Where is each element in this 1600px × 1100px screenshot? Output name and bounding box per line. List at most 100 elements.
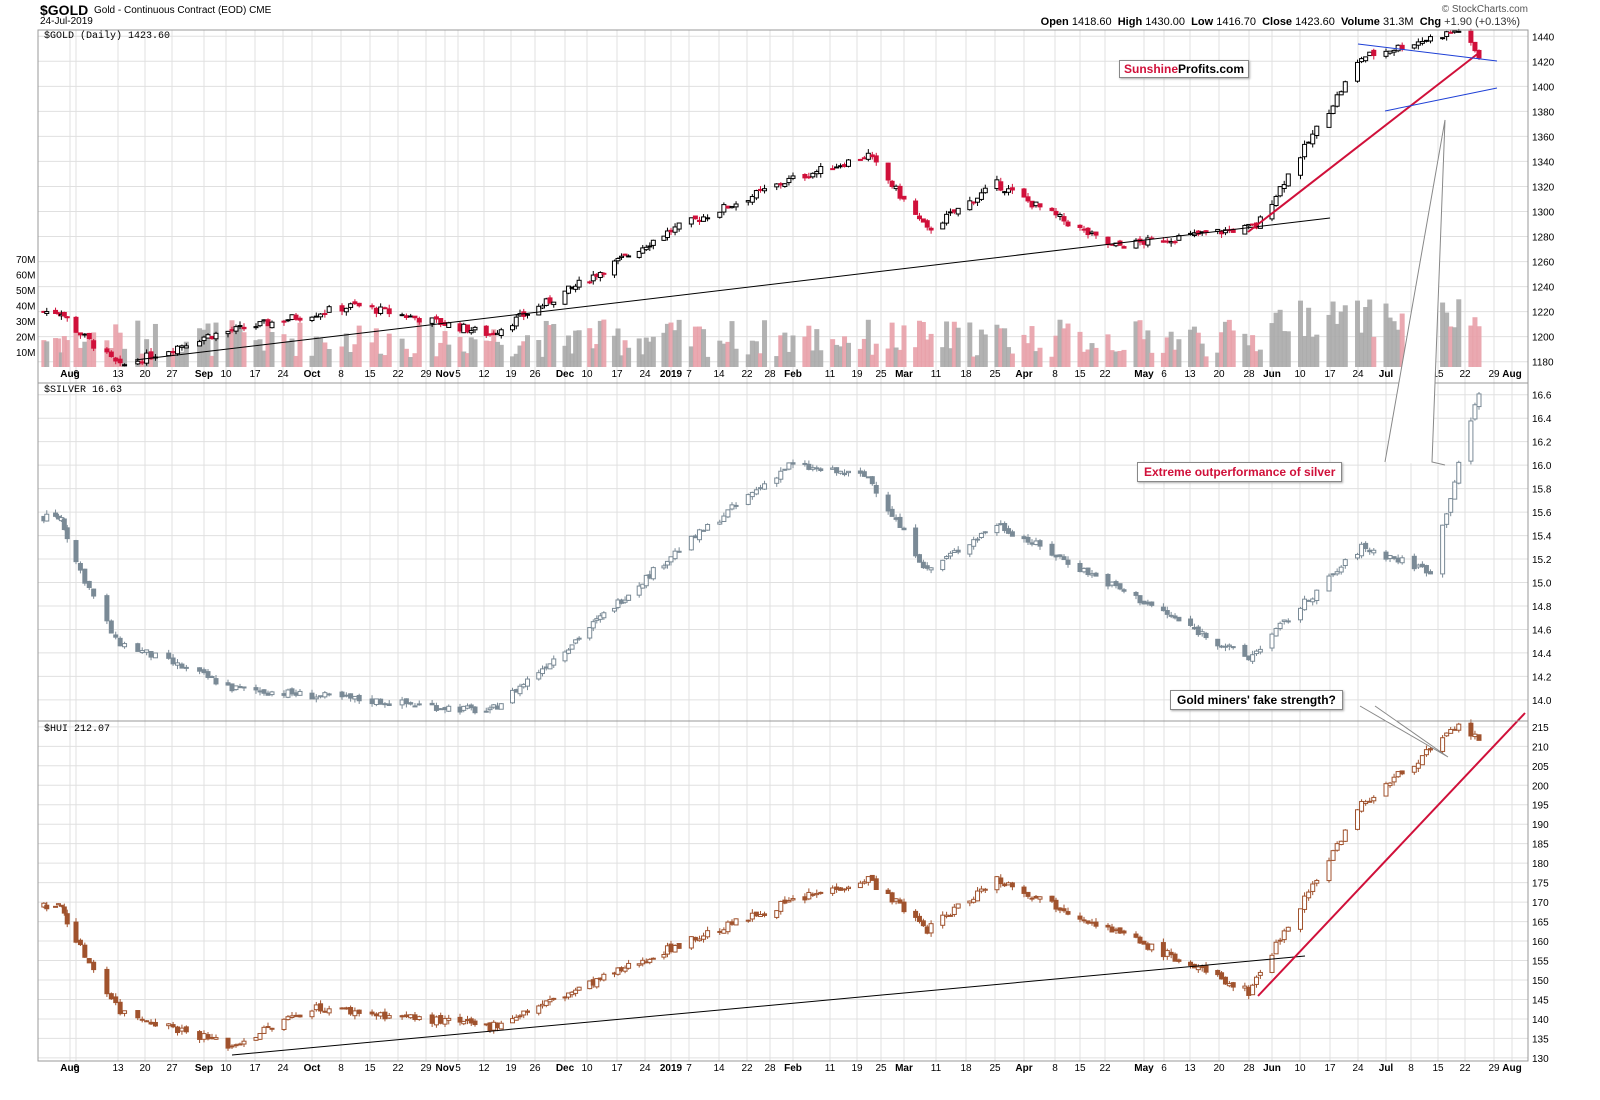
silver-candle: [438, 708, 444, 711]
gold-candle: [1444, 30, 1450, 41]
silver-candle: [601, 611, 607, 620]
hui-candle: [1391, 773, 1397, 786]
hui-candle: [1061, 904, 1067, 913]
gold-candle: [1077, 224, 1083, 231]
hui-candle: [1330, 849, 1336, 862]
chg-value: +1.90 (+0.13%): [1444, 16, 1520, 28]
silver-candle: [1057, 554, 1063, 559]
source-credit: © StockCharts.com: [1441, 4, 1528, 15]
hui-candle: [1387, 781, 1393, 788]
hui-candle: [622, 965, 628, 974]
silver-candle: [166, 649, 172, 660]
silver-candle: [857, 467, 863, 477]
gold-candle: [77, 332, 83, 339]
silver-candle: [967, 544, 973, 558]
hui-candle: [1053, 897, 1059, 913]
hui-candle: [594, 978, 600, 989]
hui-candle: [705, 926, 711, 939]
hui-candle: [253, 1036, 259, 1041]
y-tick-label: 1300: [1532, 208, 1555, 219]
hui-candle: [77, 938, 83, 947]
x-tick-label: 8: [1052, 369, 1058, 380]
volume-bar: [924, 339, 930, 367]
volume-bar: [1203, 356, 1209, 367]
gold-candle: [806, 172, 812, 180]
silver-candle: [233, 685, 239, 691]
volume-bar: [1363, 307, 1369, 367]
y-tick-label: 165: [1532, 918, 1549, 929]
silver-candle: [745, 493, 751, 506]
sunshine-profits-logo: SunshineProfits.com: [1119, 60, 1250, 78]
x-tick-label: Dec: [556, 1063, 575, 1074]
silver-candle: [241, 686, 247, 691]
ohlc-readout: Open 1418.60 High 1430.00 Low 1416.70 Cl…: [1041, 16, 1520, 28]
silver-annotation: Extreme outperformance of silver: [1137, 462, 1343, 482]
volume-bar: [814, 329, 820, 367]
silver-candle: [356, 693, 362, 704]
hui-candle: [438, 1012, 444, 1025]
gold-rising-trendline: [1247, 51, 1481, 233]
volume-bar: [1277, 309, 1283, 367]
y-tick-label: 1400: [1532, 82, 1555, 93]
y-tick-label: 14.2: [1532, 672, 1552, 683]
silver-candle: [1065, 556, 1071, 568]
silver-candle: [297, 689, 303, 696]
silver-candle: [1427, 569, 1433, 575]
silver-candle: [1391, 556, 1397, 561]
volume-tick-label: 20M: [16, 333, 35, 344]
volume-bar: [733, 348, 739, 367]
silver-candle: [1342, 558, 1348, 569]
volume-bar: [790, 335, 796, 367]
hui-candle: [1188, 960, 1194, 969]
volume-bar: [197, 328, 203, 367]
gold-candle: [664, 227, 670, 241]
silver-candle: [213, 675, 219, 686]
hui-candle: [1081, 916, 1087, 924]
x-tick-label: 12: [478, 1063, 490, 1074]
gold-candle: [774, 183, 780, 191]
hui-candle: [313, 1001, 319, 1012]
hui-candle: [1277, 937, 1283, 945]
x-tick-label: 24: [277, 1063, 289, 1074]
silver-candle: [717, 519, 723, 525]
silver-candle: [1415, 563, 1421, 569]
x-tick-label: Feb: [784, 1063, 802, 1074]
volume-bar: [842, 336, 848, 367]
hui-candle: [749, 909, 755, 922]
hui-candle: [717, 928, 723, 935]
hui-candle: [1133, 931, 1139, 939]
volume-bar: [412, 353, 418, 367]
x-tick-label: Jul: [1379, 1063, 1394, 1074]
y-tick-label: 1420: [1532, 57, 1555, 68]
x-tick-label: 25: [875, 369, 887, 380]
volume-bar: [830, 339, 836, 367]
hui-candle: [416, 1015, 422, 1021]
y-tick-label: 15.4: [1532, 532, 1552, 543]
gold-candle: [928, 226, 934, 234]
open-value: 1418.60: [1071, 16, 1112, 28]
silver-candle: [257, 687, 263, 696]
gold-candle: [725, 205, 731, 209]
hui-candle: [403, 1011, 409, 1018]
gold-candle: [399, 312, 405, 317]
hui-candle: [1089, 918, 1095, 926]
x-tick-label: 25: [989, 1063, 1001, 1074]
volume-bar: [749, 340, 755, 367]
silver-candle: [1061, 554, 1067, 561]
silver-candle: [483, 707, 489, 713]
silver-candle: [1009, 529, 1015, 537]
x-tick-label: Nov: [436, 369, 455, 380]
hui-candle: [650, 957, 656, 960]
gold-candle: [696, 216, 702, 225]
x-tick-label: 15: [1074, 369, 1086, 380]
hui-candle: [309, 1009, 315, 1020]
hui-candle: [1302, 892, 1308, 913]
silver-candle: [1399, 555, 1405, 565]
gold-candle: [498, 327, 504, 339]
gold-candle: [842, 162, 848, 168]
hui-candle: [913, 909, 919, 922]
silver-candle: [179, 662, 185, 669]
x-tick-label: Aug: [60, 369, 79, 380]
hui-candle: [386, 1012, 392, 1019]
silver-candle: [749, 491, 755, 500]
